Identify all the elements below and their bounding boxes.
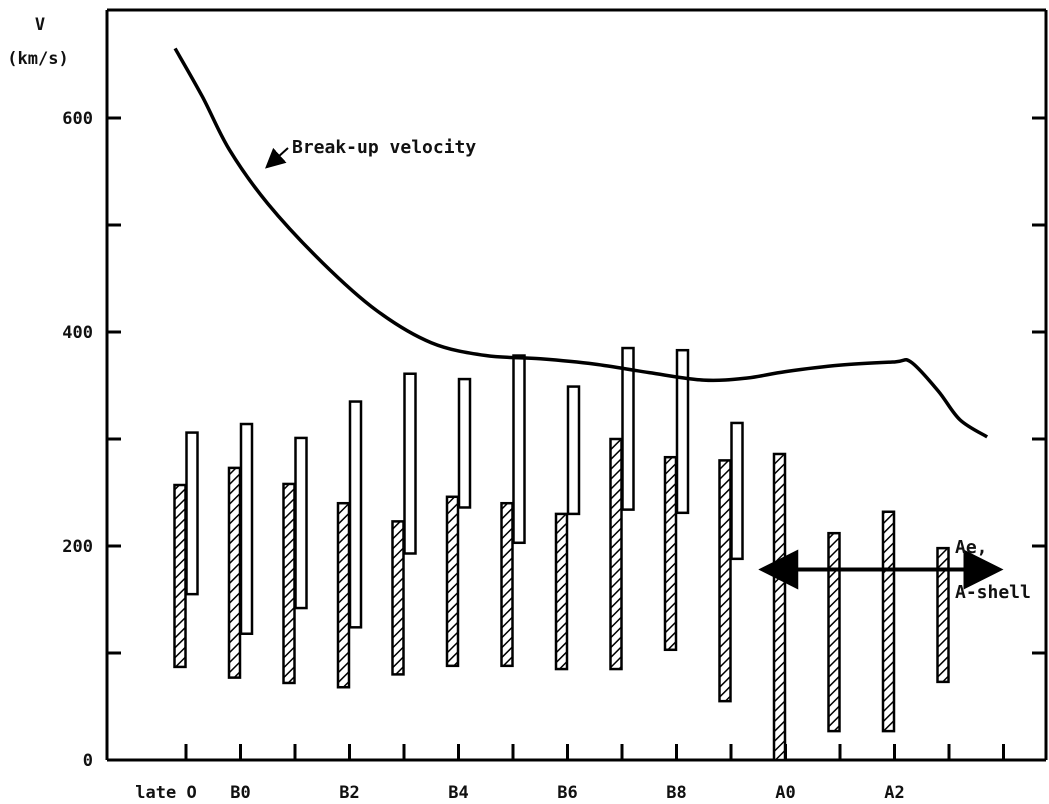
x-tick-label: B6 — [557, 783, 577, 803]
breakup-curve-group — [173, 47, 989, 439]
hatched-bar — [772, 452, 787, 762]
x-tick-label: B4 — [448, 783, 468, 803]
hatched-bar — [227, 466, 242, 679]
hatched-bar — [718, 459, 732, 703]
y-tick-label: 400 — [62, 323, 93, 343]
y-axis-title-line2: (km/s) — [7, 49, 68, 69]
x-tick-label: A2 — [884, 783, 904, 803]
breakup-velocity-label: Break-up velocity — [292, 137, 476, 158]
hatched-bar — [336, 501, 351, 689]
y-tick-label: 200 — [62, 537, 93, 557]
x-tick-label: B0 — [230, 783, 250, 803]
hatched-bar — [391, 520, 405, 676]
open-bar — [675, 348, 690, 515]
open-bar — [457, 377, 472, 509]
breakup-label-arrow — [265, 147, 289, 169]
x-ticks: late O B0 B2 B4 B6 B8 A0 A2 — [135, 744, 1005, 803]
open-bar — [566, 385, 581, 516]
x-tick-label: late O — [135, 783, 196, 803]
hatched-bar — [173, 483, 187, 669]
hatched-bar — [609, 437, 623, 671]
open-bar — [239, 422, 254, 635]
hatched-bar — [881, 510, 896, 733]
open-bar — [185, 431, 199, 596]
hatched-bar — [500, 501, 514, 668]
hatched-bar — [282, 482, 296, 685]
open-bar — [730, 421, 744, 561]
hatched-bar — [445, 495, 460, 668]
bars — [173, 346, 950, 762]
open-bar — [621, 346, 635, 511]
hatched-bar — [827, 531, 841, 733]
y-tick-label: 600 — [62, 109, 93, 129]
hatched-bar — [663, 455, 678, 652]
x-tick-label: A0 — [775, 783, 795, 803]
open-bar — [348, 400, 363, 629]
y-tick-label: 0 — [83, 751, 93, 771]
ae-label-line1: Ae, — [955, 537, 988, 558]
open-bar — [294, 436, 308, 610]
y-ticks: 0 200 400 600 — [62, 109, 1046, 771]
hatched-bar — [554, 512, 569, 671]
open-bar — [512, 354, 526, 545]
x-tick-label: B2 — [339, 783, 359, 803]
y-axis-title-line1: V — [35, 15, 45, 35]
hatched-bar — [936, 546, 950, 684]
x-tick-label: B8 — [666, 783, 686, 803]
open-bar — [403, 372, 417, 555]
breakup-velocity-curve — [173, 47, 989, 439]
ae-label-line2: A-shell — [955, 582, 1031, 603]
